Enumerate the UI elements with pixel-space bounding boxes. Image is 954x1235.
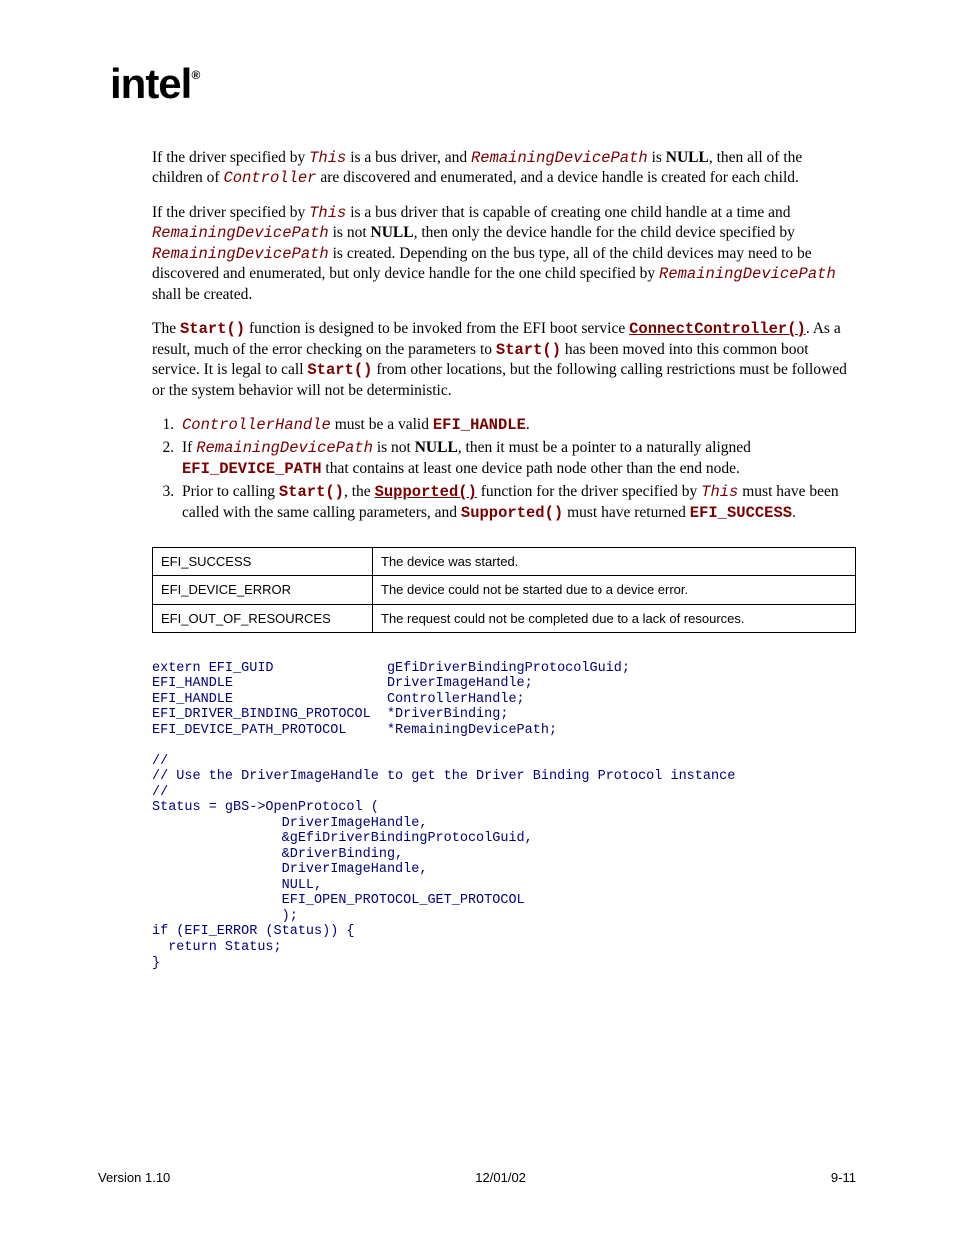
code-rdp: RemainingDevicePath — [196, 439, 373, 457]
paragraph-3: The Start() function is designed to be i… — [152, 319, 856, 401]
text: . — [526, 416, 530, 433]
code-rdp: RemainingDevicePath — [152, 245, 329, 263]
text: If the driver specified by — [152, 204, 309, 221]
table-row: EFI_SUCCESS The device was started. — [153, 548, 856, 576]
code-this: This — [309, 149, 346, 167]
logo-reg: ® — [192, 68, 200, 82]
code-rdp: RemainingDevicePath — [659, 265, 836, 283]
status-desc: The device was started. — [373, 548, 856, 576]
text: Prior to calling — [182, 483, 279, 500]
page-footer: Version 1.10 12/01/02 9-11 — [98, 1170, 856, 1185]
code-start: Start() — [496, 341, 561, 359]
text: shall be created. — [152, 286, 252, 303]
code-controller: Controller — [223, 169, 316, 187]
code-supported: Supported() — [461, 504, 563, 522]
code-rdp: RemainingDevicePath — [471, 149, 648, 167]
status-desc: The request could not be completed due t… — [373, 604, 856, 632]
code-start: Start() — [279, 483, 344, 501]
footer-date: 12/01/02 — [475, 1170, 526, 1185]
footer-version: Version 1.10 — [98, 1170, 170, 1185]
link-supported[interactable]: Supported() — [375, 483, 477, 501]
text: , then it must be a pointer to a natural… — [458, 439, 751, 456]
status-codes-table: EFI_SUCCESS The device was started. EFI_… — [152, 547, 856, 632]
text: , then only the device handle for the ch… — [414, 224, 795, 241]
code-rdp: RemainingDevicePath — [152, 224, 329, 242]
null-keyword: NULL — [666, 149, 709, 166]
text: If the driver specified by — [152, 149, 309, 166]
code-controllerhandle: ControllerHandle — [182, 416, 331, 434]
text: is a bus driver, and — [346, 149, 471, 166]
list-item: If RemainingDevicePath is not NULL, then… — [178, 438, 856, 479]
intel-logo: intel® — [110, 60, 191, 108]
code-this: This — [701, 483, 738, 501]
link-connectcontroller[interactable]: ConnectController() — [629, 320, 806, 338]
restrictions-list: ControllerHandle must be a valid EFI_HAN… — [178, 415, 856, 523]
text: . — [792, 504, 796, 521]
code-example: extern EFI_GUID gEfiDriverBindingProtoco… — [152, 661, 856, 971]
text: is a bus driver that is capable of creat… — [346, 204, 790, 221]
logo-text: intel — [110, 60, 191, 107]
status-code: EFI_SUCCESS — [153, 548, 373, 576]
text: function for the driver specified by — [477, 483, 701, 500]
status-desc: The device could not be started due to a… — [373, 576, 856, 604]
table-row: EFI_OUT_OF_RESOURCES The request could n… — [153, 604, 856, 632]
paragraph-2: If the driver specified by This is a bus… — [152, 203, 856, 305]
code-this: This — [309, 204, 346, 222]
code-start: Start() — [307, 361, 372, 379]
paragraph-1: If the driver specified by This is a bus… — [152, 148, 856, 189]
null-keyword: NULL — [371, 224, 414, 241]
code-efi-handle: EFI_HANDLE — [433, 416, 526, 434]
text: must have returned — [563, 504, 690, 521]
page-content: If the driver specified by This is a bus… — [152, 148, 856, 971]
text: function is designed to be invoked from … — [245, 320, 629, 337]
code-efi-device-path: EFI_DEVICE_PATH — [182, 460, 322, 478]
list-item: Prior to calling Start(), the Supported(… — [178, 482, 856, 523]
footer-page: 9-11 — [831, 1170, 856, 1185]
text: are discovered and enumerated, and a dev… — [316, 169, 798, 186]
text: is not — [329, 224, 371, 241]
null-keyword: NULL — [415, 439, 458, 456]
text: If — [182, 439, 196, 456]
text: The — [152, 320, 180, 337]
text: , the — [344, 483, 375, 500]
code-efi-success: EFI_SUCCESS — [690, 504, 792, 522]
text: is — [648, 149, 666, 166]
list-item: ControllerHandle must be a valid EFI_HAN… — [178, 415, 856, 435]
text: is not — [373, 439, 415, 456]
code-start: Start() — [180, 320, 245, 338]
table-row: EFI_DEVICE_ERROR The device could not be… — [153, 576, 856, 604]
status-code: EFI_DEVICE_ERROR — [153, 576, 373, 604]
status-code: EFI_OUT_OF_RESOURCES — [153, 604, 373, 632]
text: that contains at least one device path n… — [322, 460, 740, 477]
text: must be a valid — [331, 416, 433, 433]
